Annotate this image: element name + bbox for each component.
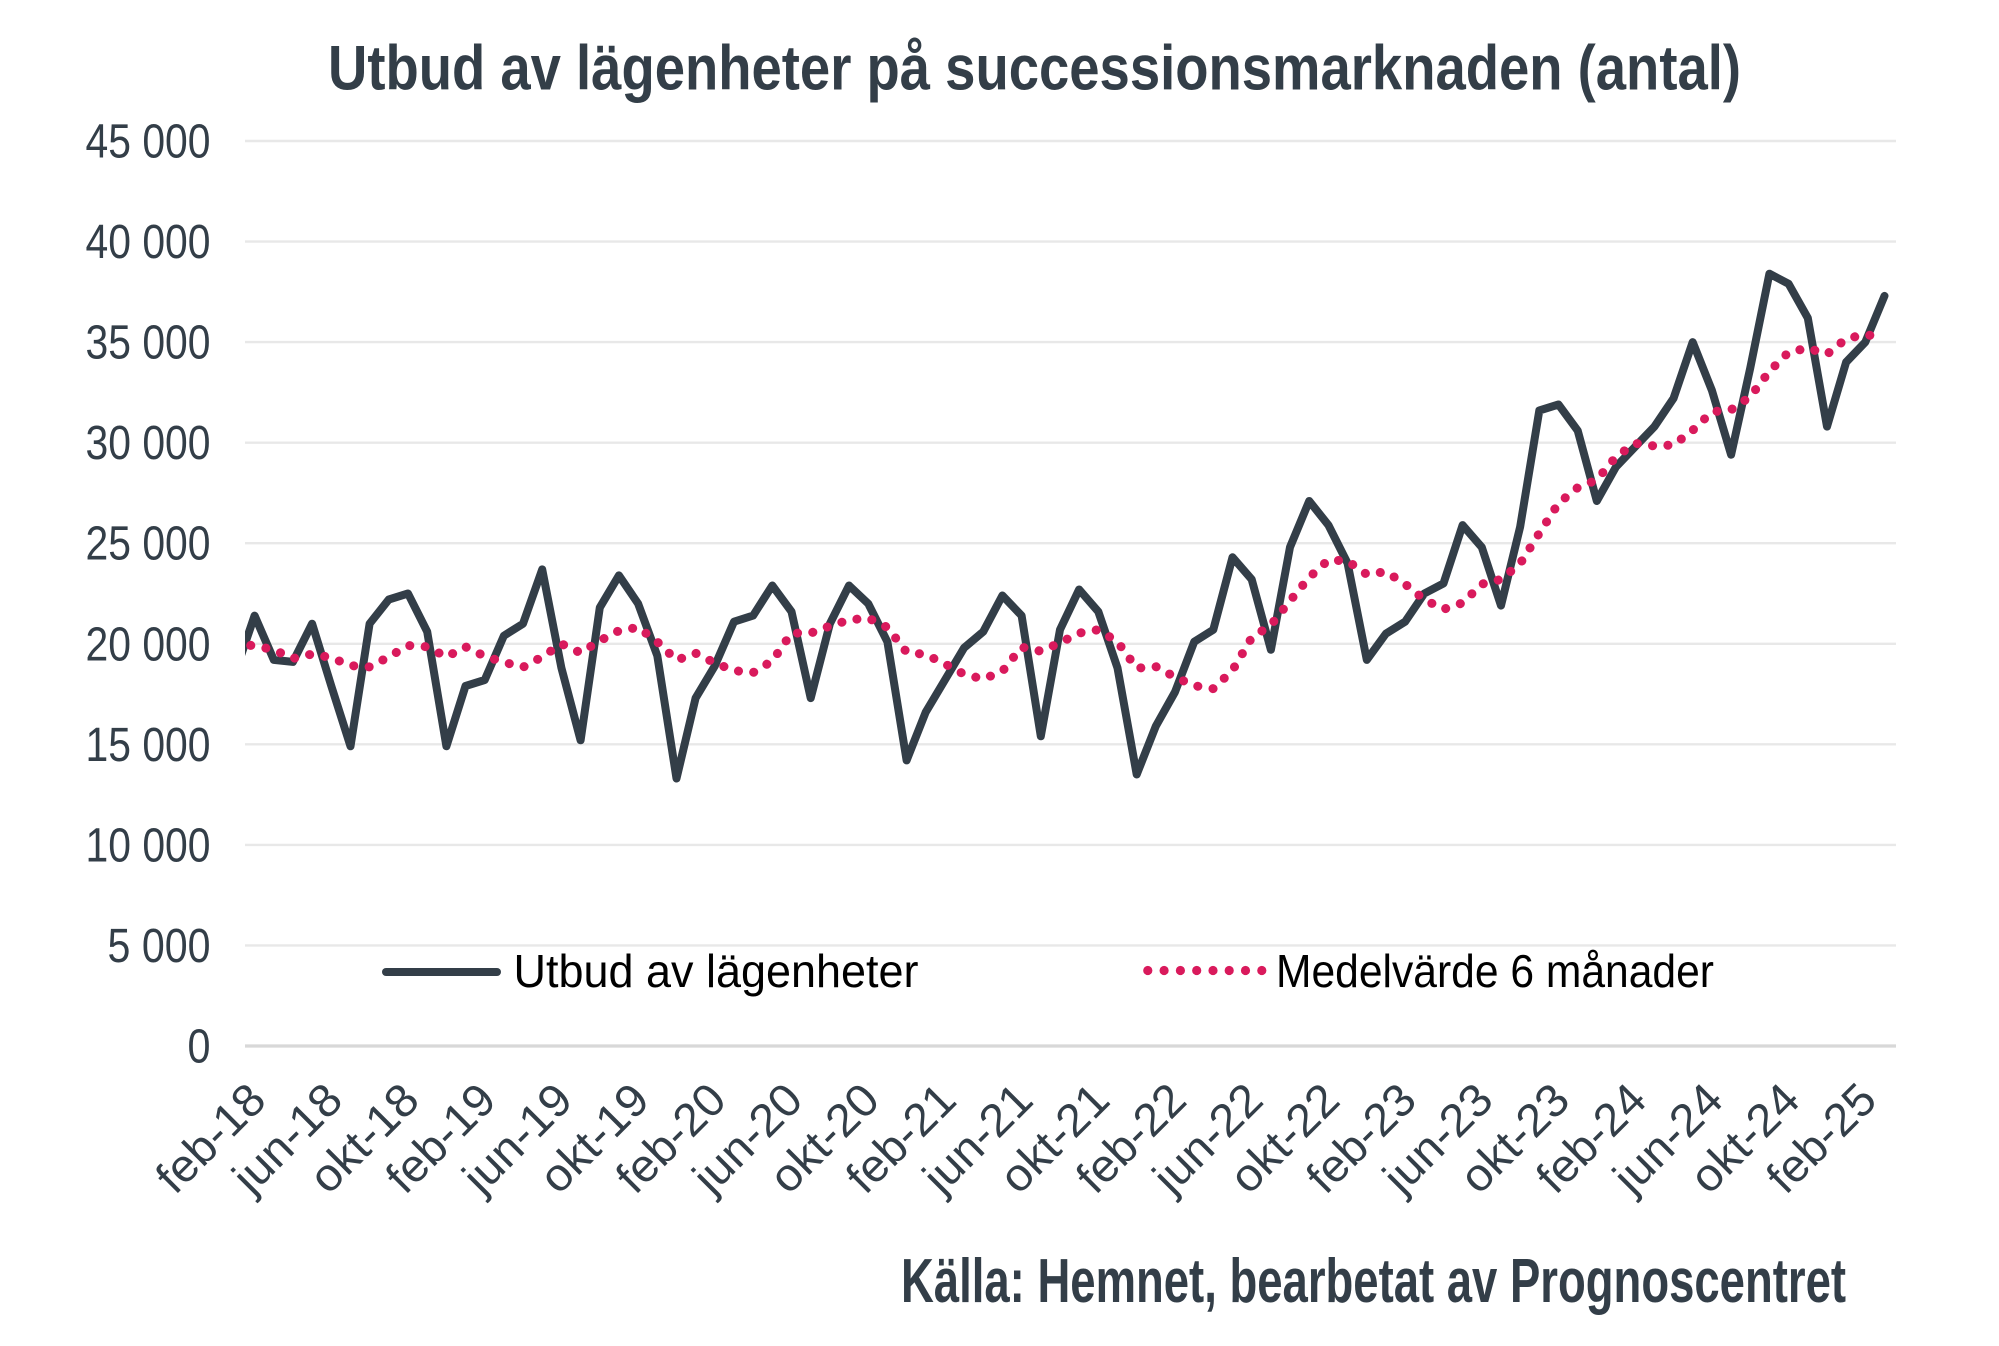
svg-text:40 000: 40 000	[86, 216, 211, 269]
svg-text:20 000: 20 000	[86, 618, 211, 671]
svg-text:Utbud av lägenheter: Utbud av lägenheter	[514, 945, 919, 997]
svg-text:5 000: 5 000	[108, 920, 211, 973]
svg-text:Medelvärde 6 månader: Medelvärde 6 månader	[1276, 945, 1714, 997]
svg-text:15 000: 15 000	[86, 719, 211, 772]
svg-text:45 000: 45 000	[86, 116, 211, 169]
svg-text:35 000: 35 000	[86, 317, 211, 370]
svg-text:30 000: 30 000	[86, 417, 211, 470]
svg-text:0: 0	[188, 1021, 211, 1074]
svg-text:Källa: Hemnet, bearbetat av Pr: Källa: Hemnet, bearbetat av Prognoscentr…	[901, 1247, 1846, 1316]
svg-text:10 000: 10 000	[86, 819, 211, 872]
svg-text:Utbud av lägenheter på success: Utbud av lägenheter på successionsmarkna…	[328, 34, 1741, 104]
svg-text:25 000: 25 000	[86, 518, 211, 571]
